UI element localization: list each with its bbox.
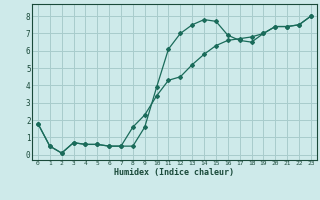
X-axis label: Humidex (Indice chaleur): Humidex (Indice chaleur) xyxy=(115,168,234,177)
